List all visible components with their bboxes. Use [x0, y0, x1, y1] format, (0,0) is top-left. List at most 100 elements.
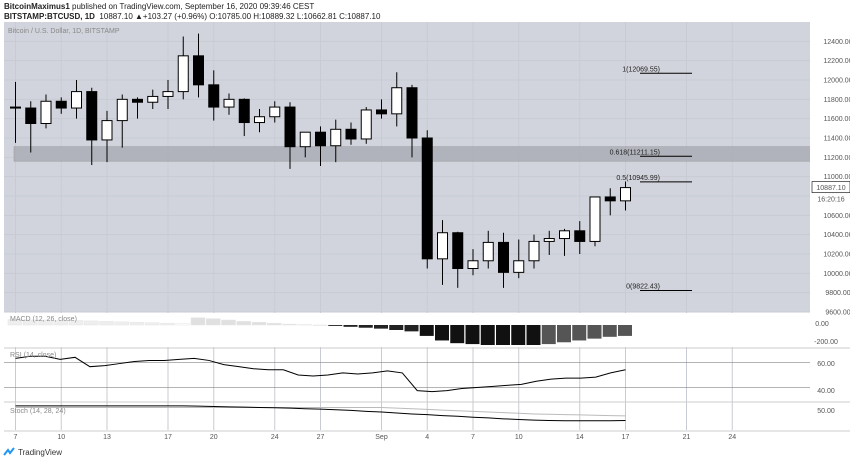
author: BitcoinMaximus1: [4, 2, 70, 11]
candle-body: [269, 106, 281, 118]
y-tick-label: 11000.00: [824, 174, 850, 181]
x-tick-label: 21: [683, 434, 691, 441]
macd-bar: [328, 325, 343, 326]
candle-body: [223, 98, 235, 108]
candle-body: [299, 131, 311, 148]
macd-bar: [68, 320, 84, 326]
x-tick-label: 17: [164, 434, 172, 441]
x-tick-label: 17: [622, 434, 630, 441]
macd-tick-label: -200.00: [814, 339, 838, 346]
current-price-label: 10887.10: [816, 185, 845, 192]
candle-body: [40, 100, 52, 125]
footer-brand: TradingView: [3, 447, 62, 457]
macd-bar: [557, 325, 571, 343]
candle-body: [513, 260, 525, 273]
macd-bar: [84, 320, 99, 326]
macd-bar: [267, 322, 282, 326]
candle-body: [132, 98, 143, 103]
candle-body: [360, 109, 372, 140]
macd-bar: [465, 325, 480, 345]
x-tick-label: 10: [57, 434, 65, 441]
candle-body: [208, 84, 220, 108]
x-tick-label: Sep: [375, 434, 388, 441]
macd-bar: [526, 325, 541, 345]
candle-body: [86, 91, 98, 141]
symbol: BITSTAMP:BTCUSD, 1D: [4, 12, 95, 21]
fib-level-label: 0.5(10945.99): [616, 175, 660, 182]
macd-bar: [114, 321, 129, 326]
candle-body: [25, 107, 37, 124]
y-tick-label: 10200.00: [823, 252, 850, 259]
macd-bar: [53, 320, 68, 326]
macd-bar: [129, 322, 145, 326]
tradingview-logo-icon: [3, 447, 15, 456]
candle-body: [315, 131, 326, 147]
candle-body: [55, 100, 67, 109]
candle-body: [391, 87, 403, 115]
candle-body: [589, 196, 601, 242]
macd-bar: [99, 321, 114, 326]
macd-bar: [511, 325, 526, 345]
macd-bar: [145, 322, 160, 326]
macd-bar: [312, 324, 328, 326]
candle-body: [101, 120, 113, 141]
candle-body: [406, 87, 418, 139]
candle-body: [498, 241, 509, 273]
fib-level-label: 1(12069.55): [622, 66, 660, 73]
x-tick-label: 4: [425, 434, 429, 441]
macd-bar: [7, 319, 23, 326]
y-tick-label: 11400.00: [824, 136, 850, 143]
macd-bar: [541, 325, 556, 345]
macd-bar: [404, 325, 419, 332]
macd-bar: [221, 319, 236, 326]
macd-bar: [419, 325, 434, 336]
countdown-label: 16:20:16: [817, 197, 844, 204]
stoch-k-line: [15, 405, 626, 422]
y-tick-label: 10400.00: [823, 232, 850, 239]
publish-line: BitcoinMaximus1 published on TradingView…: [4, 2, 314, 11]
quote-values: 10887.10 ▲+103.27 (+0.96%) O:10785.00 H:…: [99, 12, 381, 21]
macd-bar: [297, 324, 312, 326]
macd-label: MACD (12, 26, close): [10, 316, 77, 323]
candle-body: [528, 240, 540, 262]
macd-bar: [618, 325, 632, 336]
macd-bar: [480, 325, 495, 345]
macd-bar: [450, 325, 465, 344]
rsi-tick-label: 60.00: [817, 361, 835, 368]
candle-body: [437, 232, 448, 260]
candle-body: [467, 260, 479, 269]
y-tick-label: 10600.00: [823, 213, 850, 220]
x-tick-label: 20: [210, 434, 218, 441]
price-axis: [810, 22, 850, 432]
candle-body: [10, 106, 21, 109]
y-tick-label: 11200.00: [824, 155, 850, 162]
macd-tick-label: 0.00: [815, 321, 829, 328]
x-tick-label: 24: [271, 434, 279, 441]
x-tick-label: 7: [471, 434, 475, 441]
candle-body: [543, 238, 555, 242]
macd-bar: [175, 323, 190, 326]
macd-bar: [251, 322, 267, 326]
chart-title: Bitcoin / U.S. Dollar, 1D, BITSTAMP: [8, 28, 120, 35]
y-tick-label: 12000.00: [823, 78, 850, 85]
x-tick-label: 24: [728, 434, 736, 441]
macd-bar: [602, 325, 617, 337]
stoch-tick-label: 50.00: [817, 408, 835, 415]
macd-bar: [435, 325, 449, 341]
macd-bar: [282, 323, 297, 326]
macd-bar: [236, 321, 251, 326]
candle-body: [162, 91, 174, 97]
macd-bar: [358, 325, 373, 328]
macd-bar: [587, 325, 602, 339]
published-text: published on TradingView.com, September …: [72, 2, 315, 11]
macd-bar: [160, 322, 175, 326]
candle-body: [330, 128, 342, 147]
x-tick-label: 14: [576, 434, 584, 441]
rsi-label: RSI (14, close): [10, 352, 56, 359]
stoch-label: Stoch (14, 28, 24): [10, 408, 66, 415]
candle-body: [620, 187, 631, 202]
candle-body: [71, 91, 82, 109]
macd-bar: [496, 325, 510, 345]
x-tick-label: 13: [103, 434, 111, 441]
